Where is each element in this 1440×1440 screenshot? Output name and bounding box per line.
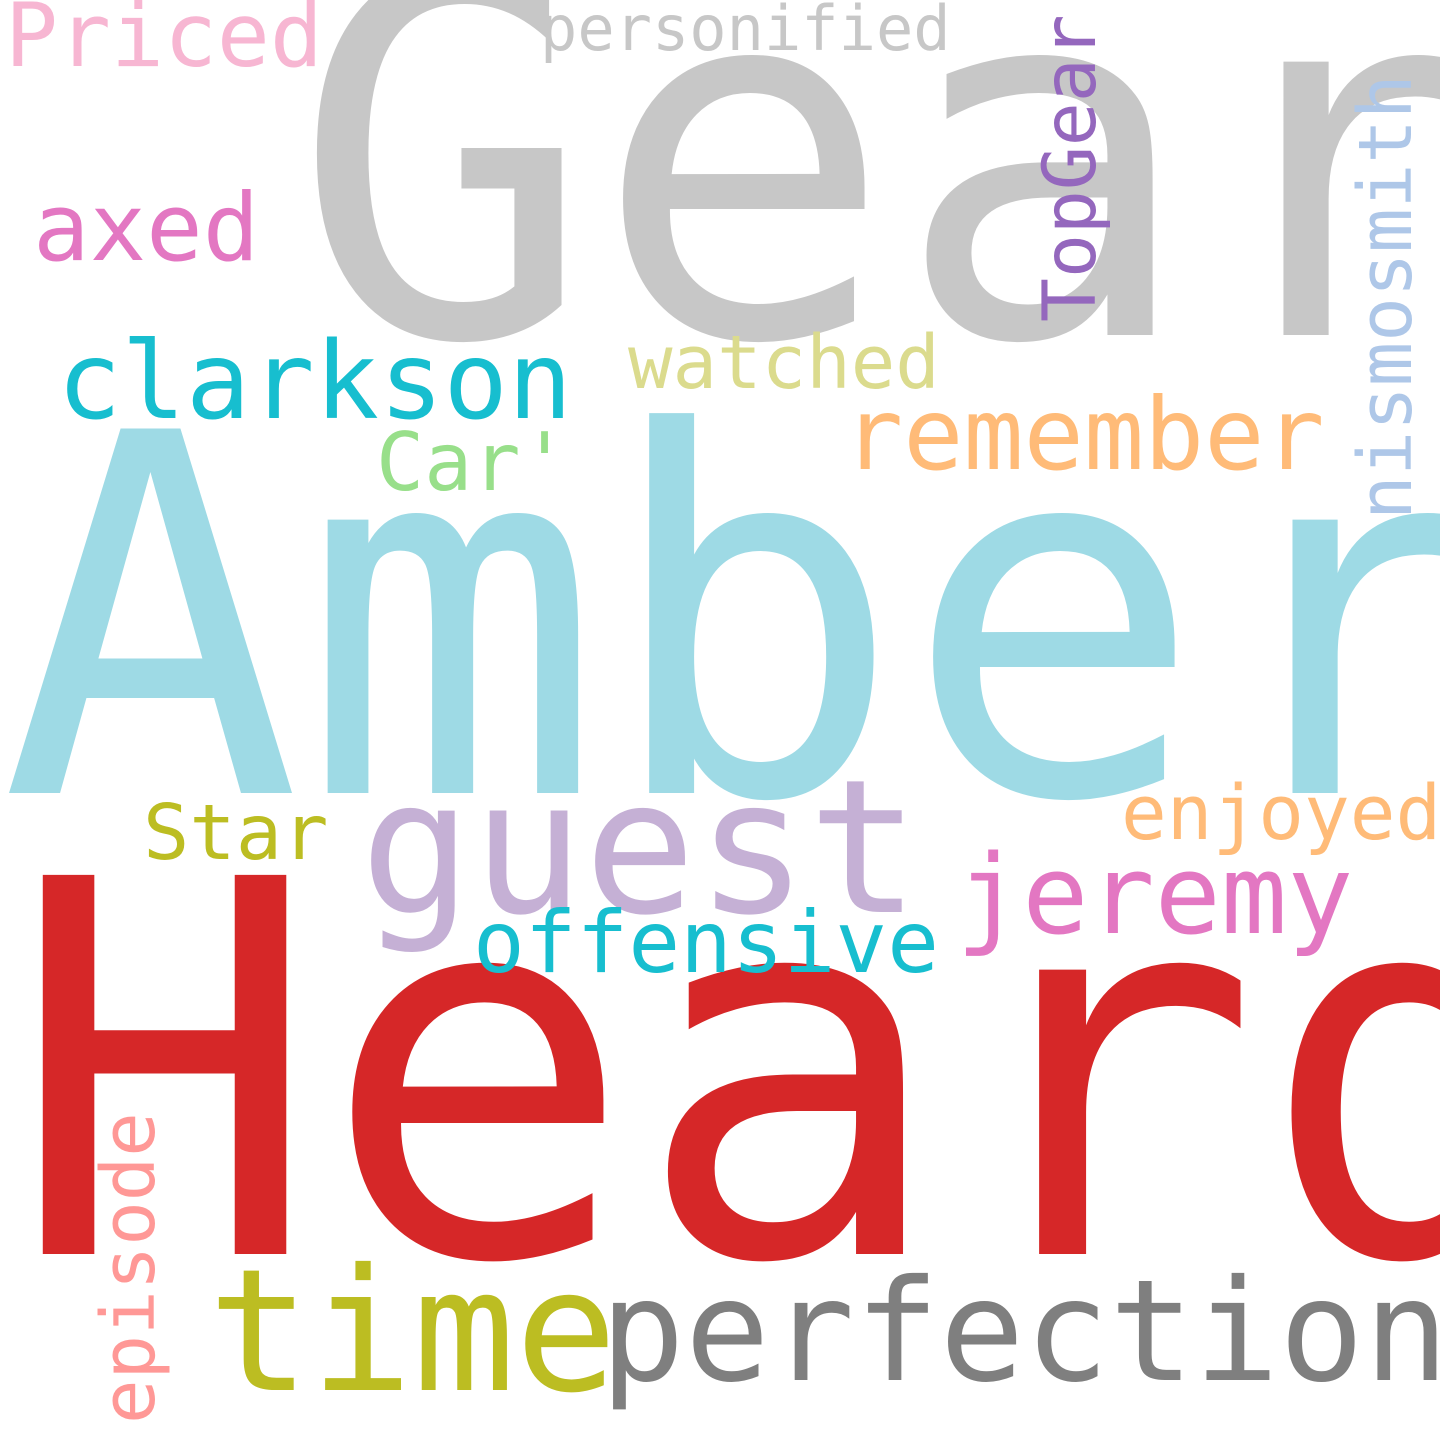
- word-gear: Gear: [292, 0, 1440, 453]
- word-nismosmith: nismosmith: [1343, 74, 1429, 520]
- word-amber: Amber: [0, 329, 1440, 911]
- word-time: time: [208, 1233, 618, 1431]
- word-enjoyed: enjoyed: [1121, 768, 1440, 857]
- word-offensive: offensive: [473, 893, 939, 993]
- word-episode: episode: [86, 1112, 172, 1424]
- word-star: Star: [143, 789, 329, 878]
- word-watched: watched: [628, 320, 940, 406]
- word-axed: axed: [33, 174, 260, 283]
- word-heard: Heard: [8, 771, 1440, 1377]
- word-guest: guest: [360, 739, 920, 956]
- word-topgear: TopGear: [1028, 14, 1113, 322]
- word-personified: personified: [540, 0, 951, 65]
- word-jeremy: jeremy: [956, 831, 1354, 959]
- word-clarkson: clarkson: [57, 320, 573, 444]
- word-priced: Priced: [5, 0, 323, 87]
- word-perfection: perfection: [600, 1250, 1440, 1414]
- word-car: Car': [376, 416, 569, 509]
- word-remember: remember: [843, 376, 1325, 493]
